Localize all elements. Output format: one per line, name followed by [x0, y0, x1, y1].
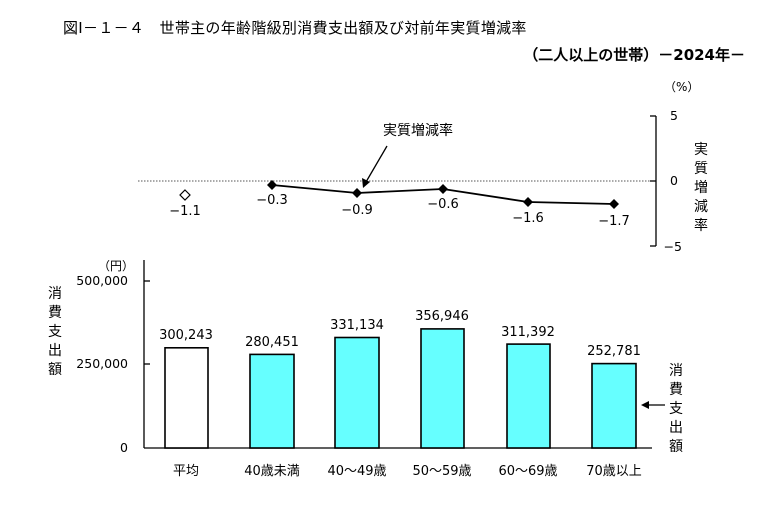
bar-label-50s: 356,946: [415, 309, 469, 324]
rate-marker-40s: [352, 188, 362, 198]
expense-tick-250000: 250,000: [76, 356, 128, 371]
rate-unit-label: （%）: [664, 80, 700, 94]
expense-axis: [143, 260, 652, 449]
rate-callout-arrow: [362, 145, 388, 188]
rate-label-average: −1.1: [169, 204, 201, 219]
bar-label-under40: 280,451: [245, 335, 299, 350]
rate-axis-title: 実質増減率: [694, 142, 708, 234]
bar-average: [164, 346, 209, 449]
expense-axis-title: 消費支出額: [48, 286, 62, 378]
rate-markers: [267, 180, 619, 209]
expense-bars: [164, 328, 637, 449]
bar-40s: [334, 336, 380, 449]
rate-series-callout: 実質増減率: [383, 123, 453, 139]
rate-label-40s: −0.9: [341, 203, 373, 218]
expense-callout-arrow: [641, 401, 665, 409]
bar-70plus: [591, 362, 637, 449]
rate-tick-5: 5: [670, 108, 678, 123]
expense-series-callout: 消費支出額: [669, 363, 683, 455]
category-60s: 60～69歳: [498, 464, 558, 479]
rate-tick-0: 0: [670, 173, 678, 188]
category-under40: 40歳未満: [244, 464, 300, 479]
rate-marker-under40: [267, 180, 277, 190]
expense-tick-0: 0: [120, 440, 128, 455]
rate-marker-60s: [523, 197, 533, 207]
rate-label-under40: −0.3: [256, 193, 288, 208]
chart-title: 図Ⅰ－１－４ 世帯主の年齢階級別消費支出額及び対前年実質増減率: [63, 19, 527, 37]
bar-label-40s: 331,134: [330, 318, 384, 333]
category-50s: 50～59歳: [412, 464, 472, 479]
category-70plus: 70歳以上: [586, 464, 642, 479]
bar-50s: [420, 328, 465, 449]
bar-label-average: 300,243: [159, 328, 213, 343]
expense-tick-500000: 500,000: [76, 273, 128, 288]
rate-marker-average: [179, 189, 191, 201]
category-40s: 40～49歳: [327, 464, 387, 479]
bar-60s: [506, 343, 551, 449]
rate-marker-50s: [438, 184, 448, 194]
rate-label-70plus: −1.7: [598, 214, 630, 229]
expense-unit-label: （円）: [98, 259, 135, 273]
rate-label-50s: −0.6: [427, 197, 459, 212]
rate-marker-70plus: [609, 199, 619, 209]
rate-label-60s: −1.6: [512, 211, 544, 226]
category-average: 平均: [172, 464, 199, 479]
chart-subtitle: （二人以上の世帯）－2024年－: [523, 46, 745, 64]
rate-tick-minus5: −5: [663, 239, 682, 254]
bar-label-60s: 311,392: [501, 325, 555, 340]
bar-label-70plus: 252,781: [587, 344, 641, 359]
bar-under40: [249, 353, 295, 449]
rate-axis: [650, 115, 657, 247]
